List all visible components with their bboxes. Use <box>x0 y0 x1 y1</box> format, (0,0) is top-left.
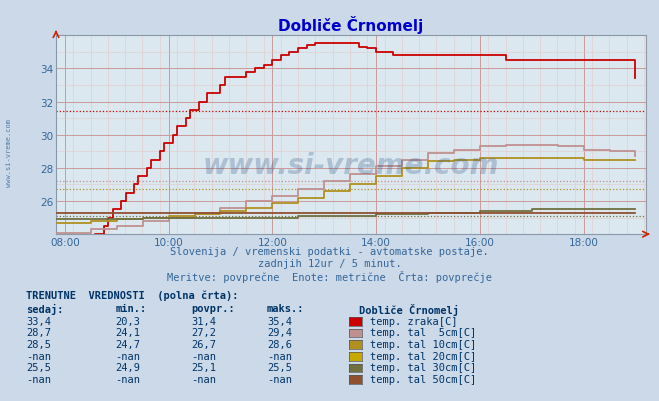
Text: 25,5: 25,5 <box>26 363 51 373</box>
Text: 35,4: 35,4 <box>267 316 292 326</box>
Text: min.:: min.: <box>115 303 146 313</box>
Text: temp. tal 50cm[C]: temp. tal 50cm[C] <box>370 374 476 384</box>
Text: temp. zraka[C]: temp. zraka[C] <box>370 316 458 326</box>
Text: sedaj:: sedaj: <box>26 303 64 314</box>
Text: -nan: -nan <box>191 351 216 361</box>
Text: temp. tal 20cm[C]: temp. tal 20cm[C] <box>370 351 476 361</box>
Text: 29,4: 29,4 <box>267 328 292 338</box>
Text: 28,5: 28,5 <box>26 339 51 349</box>
Text: Meritve: povprečne  Enote: metrične  Črta: povprečje: Meritve: povprečne Enote: metrične Črta:… <box>167 271 492 283</box>
Text: -nan: -nan <box>26 351 51 361</box>
Text: 26,7: 26,7 <box>191 339 216 349</box>
Text: temp. tal  5cm[C]: temp. tal 5cm[C] <box>370 328 476 338</box>
Text: 25,5: 25,5 <box>267 363 292 373</box>
Text: temp. tal 10cm[C]: temp. tal 10cm[C] <box>370 339 476 349</box>
Text: -nan: -nan <box>191 374 216 384</box>
Text: -nan: -nan <box>115 374 140 384</box>
Text: 27,2: 27,2 <box>191 328 216 338</box>
Text: www.si-vreme.com: www.si-vreme.com <box>5 118 12 186</box>
Text: -nan: -nan <box>267 351 292 361</box>
Text: TRENUTNE  VREDNOSTI  (polna črta):: TRENUTNE VREDNOSTI (polna črta): <box>26 290 239 300</box>
Text: Slovenija / vremenski podatki - avtomatske postaje.: Slovenija / vremenski podatki - avtomats… <box>170 247 489 257</box>
Text: 20,3: 20,3 <box>115 316 140 326</box>
Text: zadnjih 12ur / 5 minut.: zadnjih 12ur / 5 minut. <box>258 259 401 269</box>
Text: 28,7: 28,7 <box>26 328 51 338</box>
Text: 31,4: 31,4 <box>191 316 216 326</box>
Text: 28,6: 28,6 <box>267 339 292 349</box>
Title: Dobliče Črnomelj: Dobliče Črnomelj <box>278 16 424 34</box>
Text: 33,4: 33,4 <box>26 316 51 326</box>
Text: temp. tal 30cm[C]: temp. tal 30cm[C] <box>370 363 476 373</box>
Text: Dobliče Črnomelj: Dobliče Črnomelj <box>359 303 459 315</box>
Text: povpr.:: povpr.: <box>191 303 235 313</box>
Text: 24,7: 24,7 <box>115 339 140 349</box>
Text: 24,1: 24,1 <box>115 328 140 338</box>
Text: -nan: -nan <box>26 374 51 384</box>
Text: 25,1: 25,1 <box>191 363 216 373</box>
Text: -nan: -nan <box>267 374 292 384</box>
Text: maks.:: maks.: <box>267 303 304 313</box>
Text: 24,9: 24,9 <box>115 363 140 373</box>
Text: -nan: -nan <box>115 351 140 361</box>
Text: www.si-vreme.com: www.si-vreme.com <box>203 151 499 179</box>
